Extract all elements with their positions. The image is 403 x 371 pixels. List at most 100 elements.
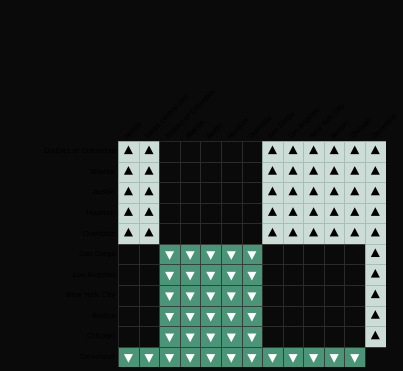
Bar xyxy=(159,161,180,182)
Bar xyxy=(365,244,386,265)
Bar xyxy=(283,265,303,285)
Bar xyxy=(221,223,241,244)
Bar xyxy=(283,141,303,161)
Polygon shape xyxy=(227,292,236,301)
Bar xyxy=(262,326,283,347)
Bar xyxy=(345,265,365,285)
Bar xyxy=(180,141,200,161)
Polygon shape xyxy=(227,313,236,322)
Polygon shape xyxy=(186,334,195,342)
Bar xyxy=(139,306,159,326)
Bar xyxy=(365,203,386,223)
Bar xyxy=(200,203,221,223)
Polygon shape xyxy=(165,292,174,301)
Bar xyxy=(303,161,324,182)
Polygon shape xyxy=(165,354,174,363)
Bar xyxy=(324,265,345,285)
Polygon shape xyxy=(186,272,195,280)
Bar xyxy=(139,326,159,347)
Polygon shape xyxy=(165,272,174,280)
Bar xyxy=(283,306,303,326)
Polygon shape xyxy=(289,228,297,236)
Bar xyxy=(200,223,221,244)
Bar xyxy=(159,326,180,347)
Bar xyxy=(221,182,241,203)
Bar xyxy=(303,223,324,244)
Polygon shape xyxy=(371,331,380,339)
Bar xyxy=(324,306,345,326)
Polygon shape xyxy=(124,354,133,363)
Polygon shape xyxy=(309,354,318,363)
Bar xyxy=(345,223,365,244)
Bar xyxy=(241,223,262,244)
Bar xyxy=(221,306,241,326)
Bar xyxy=(241,203,262,223)
Polygon shape xyxy=(330,354,339,363)
Polygon shape xyxy=(371,207,380,216)
Text: Chicago: Chicago xyxy=(87,334,116,339)
Polygon shape xyxy=(309,166,318,175)
Bar xyxy=(324,244,345,265)
Polygon shape xyxy=(206,354,215,363)
Polygon shape xyxy=(124,145,133,154)
Polygon shape xyxy=(124,228,133,236)
Bar xyxy=(262,347,283,367)
Polygon shape xyxy=(145,207,154,216)
Text: San Diego: San Diego xyxy=(79,251,116,257)
Bar xyxy=(303,244,324,265)
Bar xyxy=(200,285,221,306)
Polygon shape xyxy=(289,207,297,216)
Polygon shape xyxy=(206,272,215,280)
Polygon shape xyxy=(145,354,154,363)
Bar xyxy=(118,347,139,367)
Polygon shape xyxy=(186,313,195,322)
Polygon shape xyxy=(145,228,154,236)
Bar xyxy=(221,244,241,265)
Bar xyxy=(139,141,159,161)
Polygon shape xyxy=(206,292,215,301)
Bar xyxy=(180,182,200,203)
Bar xyxy=(283,161,303,182)
Bar xyxy=(345,161,365,182)
Text: Houston: Houston xyxy=(86,210,116,216)
Bar xyxy=(365,182,386,203)
Bar xyxy=(365,141,386,161)
Polygon shape xyxy=(309,187,318,195)
Bar xyxy=(221,326,241,347)
Bar xyxy=(262,203,283,223)
Bar xyxy=(283,244,303,265)
Bar xyxy=(324,326,345,347)
Bar xyxy=(283,223,303,244)
Bar xyxy=(200,326,221,347)
Polygon shape xyxy=(330,187,339,195)
Bar xyxy=(345,285,365,306)
Bar xyxy=(180,285,200,306)
Bar xyxy=(180,265,200,285)
Bar xyxy=(303,306,324,326)
Bar xyxy=(283,285,303,306)
Bar xyxy=(159,141,180,161)
Polygon shape xyxy=(247,292,256,301)
Text: Atlanta: Atlanta xyxy=(90,169,116,175)
Bar xyxy=(118,326,139,347)
Text: Cleveland: Cleveland xyxy=(80,354,116,360)
Polygon shape xyxy=(247,354,256,363)
Bar xyxy=(324,203,345,223)
Bar xyxy=(221,203,241,223)
Bar xyxy=(262,161,283,182)
Polygon shape xyxy=(165,313,174,322)
Text: Charlotte: Charlotte xyxy=(247,113,274,139)
Polygon shape xyxy=(206,334,215,342)
Bar xyxy=(139,347,159,367)
Bar xyxy=(303,326,324,347)
Text: New York City: New York City xyxy=(310,103,346,139)
Polygon shape xyxy=(268,145,277,154)
Bar xyxy=(262,223,283,244)
Polygon shape xyxy=(350,166,359,175)
Bar xyxy=(139,223,159,244)
Bar xyxy=(221,265,241,285)
Bar xyxy=(200,265,221,285)
Bar xyxy=(200,141,221,161)
Bar xyxy=(180,347,200,367)
Polygon shape xyxy=(186,292,195,301)
